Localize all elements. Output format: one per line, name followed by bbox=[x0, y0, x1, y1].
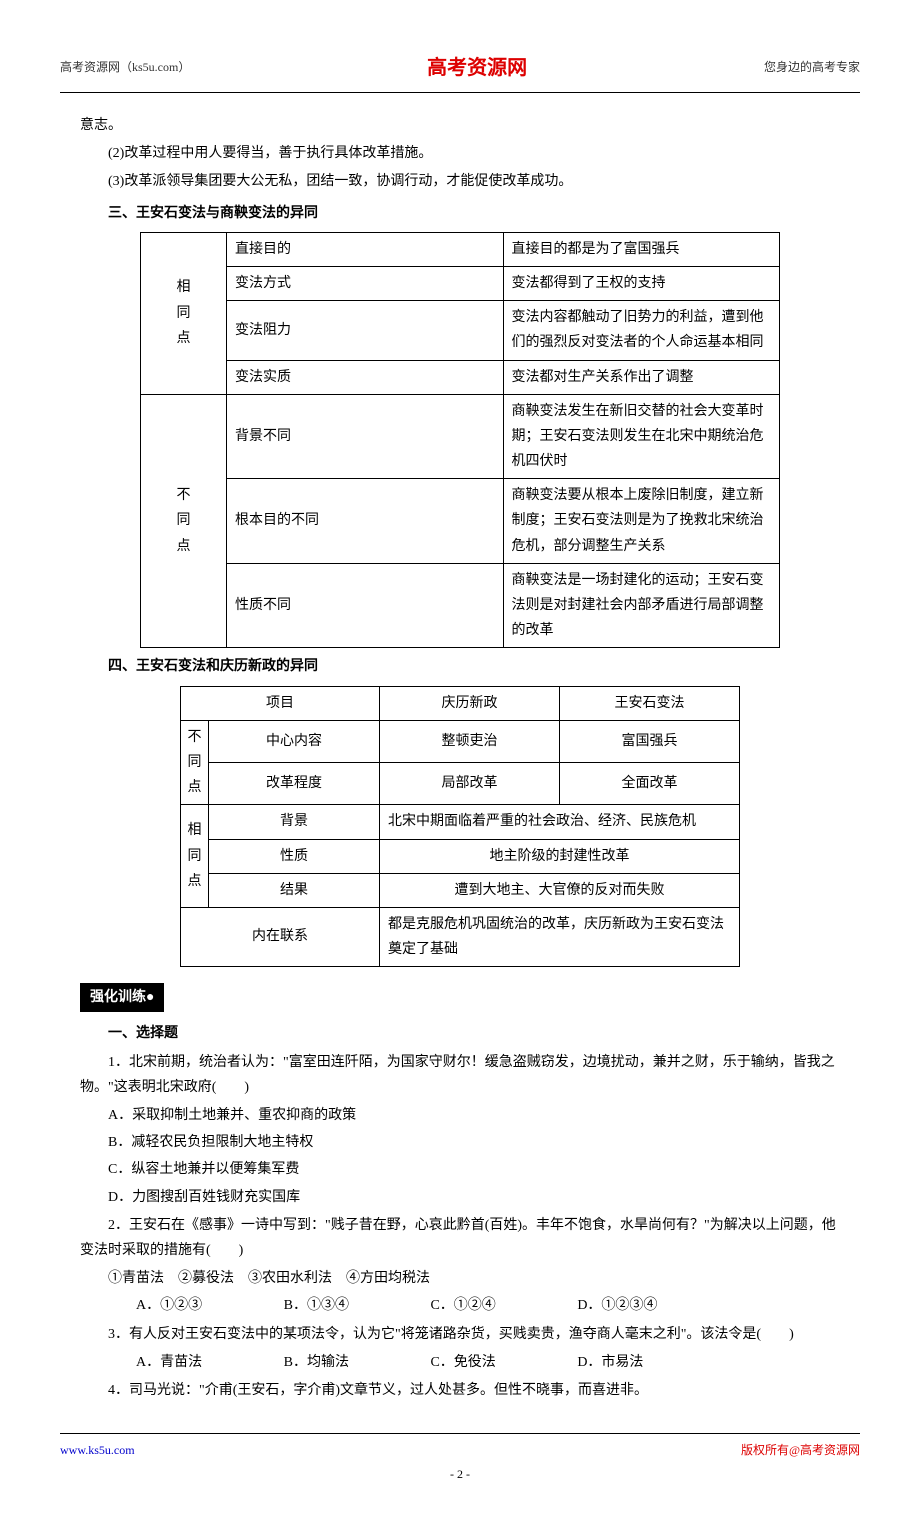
t1-r1-content: 直接目的都是为了富国强兵 bbox=[503, 232, 780, 266]
t1-r6-item: 根本目的不同 bbox=[227, 479, 503, 564]
q1-stem: 1．北宋前期，统治者认为："富室田连阡陌，为国家守财尔！缓急盗贼窃发，边境扰动，… bbox=[80, 1050, 840, 1100]
q2-opt-c: C．①②④ bbox=[402, 1293, 495, 1318]
q3-opt-c: C．免役法 bbox=[402, 1350, 495, 1375]
t1-r7-item: 性质不同 bbox=[227, 563, 503, 648]
t1-r7-content: 商鞅变法是一场封建化的运动；王安石变法则是对封建社会内部矛盾进行局部调整的改革 bbox=[503, 563, 780, 648]
practice-banner-wrap: 强化训练● bbox=[80, 973, 840, 1018]
t2-r3-c: 北宋中期面临着严重的社会政治、经济、民族危机 bbox=[380, 805, 740, 839]
t2-hdr-1: 项目 bbox=[181, 686, 380, 720]
document-body: 意志。 (2)改革过程中用人要得当，善于执行具体改革措施。 (3)改革派领导集团… bbox=[60, 113, 860, 1403]
t2-r4-c: 地主阶级的封建性改革 bbox=[380, 839, 740, 873]
t1-r5-item: 背景不同 bbox=[227, 394, 503, 479]
q2-opts-line: ①青苗法 ②募役法 ③农田水利法 ④方田均税法 bbox=[80, 1266, 840, 1291]
header-title: 高考资源网 bbox=[427, 50, 527, 86]
t2-r3-item: 背景 bbox=[209, 805, 380, 839]
page-number: - 2 - bbox=[60, 1464, 860, 1486]
t2-hdr-3: 王安石变法 bbox=[560, 686, 740, 720]
q2-stem: 2．王安石在《感事》一诗中写到："贱子昔在野，心哀此黔首(百姓)。丰年不饱食，水… bbox=[80, 1213, 840, 1263]
t2-r6-c: 都是克服危机巩固统治的改革，庆历新政为王安石变法奠定了基础 bbox=[380, 907, 740, 966]
t1-r2-item: 变法方式 bbox=[227, 266, 503, 300]
footer-copyright: 版权所有@高考资源网 bbox=[741, 1440, 860, 1462]
t1-r4-item: 变法实质 bbox=[227, 360, 503, 394]
intro-line-2: (3)改革派领导集团要大公无私，团结一致，协调行动，才能促使改革成功。 bbox=[80, 169, 840, 194]
q1-opt-b: B．减轻农民负担限制大地主特权 bbox=[80, 1130, 840, 1155]
comparison-table-1: 相同点 直接目的 直接目的都是为了富国强兵 变法方式 变法都得到了王权的支持 变… bbox=[140, 232, 780, 649]
q3-opt-d: D．市易法 bbox=[549, 1350, 643, 1375]
t2-r2-b: 全面改革 bbox=[560, 763, 740, 805]
t2-r4-item: 性质 bbox=[209, 839, 380, 873]
t2-r1-b: 富国强兵 bbox=[560, 720, 740, 762]
q1-opt-d: D．力图搜刮百姓钱财充实国库 bbox=[80, 1185, 840, 1210]
t1-r3-item: 变法阻力 bbox=[227, 301, 503, 360]
intro-line-0: 意志。 bbox=[80, 113, 840, 138]
q3-opt-a: A．青苗法 bbox=[108, 1350, 202, 1375]
section-4-title: 四、王安石变法和庆历新政的异同 bbox=[80, 654, 840, 679]
footer-url: www.ks5u.com bbox=[60, 1440, 135, 1462]
t1-r1-item: 直接目的 bbox=[227, 232, 503, 266]
t1-group-same: 相同点 bbox=[141, 232, 227, 394]
section-3-title: 三、王安石变法与商鞅变法的异同 bbox=[80, 201, 840, 226]
t1-r5-content: 商鞅变法发生在新旧交替的社会大变革时期；王安石变法则发生在北宋中期统治危机四伏时 bbox=[503, 394, 780, 479]
header-left: 高考资源网（ks5u.com） bbox=[60, 57, 190, 79]
q2-choices: A．①②③ B．①③④ C．①②④ D．①②③④ bbox=[80, 1293, 840, 1318]
page-footer: www.ks5u.com 版权所有@高考资源网 bbox=[60, 1433, 860, 1462]
t2-hdr-2: 庆历新政 bbox=[380, 686, 560, 720]
t2-r5-c: 遭到大地主、大官僚的反对而失败 bbox=[380, 873, 740, 907]
q2-opt-b: B．①③④ bbox=[256, 1293, 349, 1318]
t2-r2-item: 改革程度 bbox=[209, 763, 380, 805]
t2-r1-item: 中心内容 bbox=[209, 720, 380, 762]
t2-diff-label: 不同点 bbox=[181, 720, 209, 805]
t1-r2-content: 变法都得到了王权的支持 bbox=[503, 266, 780, 300]
comparison-table-2: 项目 庆历新政 王安石变法 不同点 中心内容 整顿吏治 富国强兵 改革程度 局部… bbox=[180, 686, 740, 968]
practice-banner: 强化训练● bbox=[80, 983, 164, 1012]
t1-r6-content: 商鞅变法要从根本上废除旧制度，建立新制度；王安石变法则是为了挽救北宋统治危机，部… bbox=[503, 479, 780, 564]
t2-r2-a: 局部改革 bbox=[380, 763, 560, 805]
t1-r3-content: 变法内容都触动了旧势力的利益，遭到他们的强烈反对变法者的个人命运基本相同 bbox=[503, 301, 780, 360]
practice-section-title: 一、选择题 bbox=[80, 1021, 840, 1046]
q3-stem: 3．有人反对王安石变法中的某项法令，认为它"将笼诸路杂货，买贱卖贵，渔夺商人毫末… bbox=[80, 1322, 840, 1347]
t2-r5-item: 结果 bbox=[209, 873, 380, 907]
q1-opt-a: A．采取抑制土地兼并、重农抑商的政策 bbox=[80, 1103, 840, 1128]
q3-opt-b: B．均输法 bbox=[256, 1350, 349, 1375]
t2-r1-a: 整顿吏治 bbox=[380, 720, 560, 762]
header-right: 您身边的高考专家 bbox=[764, 57, 860, 79]
q2-opt-a: A．①②③ bbox=[108, 1293, 202, 1318]
q2-opt-d: D．①②③④ bbox=[549, 1293, 657, 1318]
intro-line-1: (2)改革过程中用人要得当，善于执行具体改革措施。 bbox=[80, 141, 840, 166]
q4-stem: 4．司马光说："介甫(王安石，字介甫)文章节义，过人处甚多。但性不晓事，而喜进非… bbox=[80, 1378, 840, 1403]
q1-opt-c: C．纵容土地兼并以便筹集军费 bbox=[80, 1157, 840, 1182]
t2-r6-item: 内在联系 bbox=[181, 907, 380, 966]
q3-choices: A．青苗法 B．均输法 C．免役法 D．市易法 bbox=[80, 1350, 840, 1375]
t1-group-diff: 不同点 bbox=[141, 394, 227, 648]
t1-r4-content: 变法都对生产关系作出了调整 bbox=[503, 360, 780, 394]
t2-same-label: 相同点 bbox=[181, 805, 209, 908]
page-header: 高考资源网（ks5u.com） 高考资源网 您身边的高考专家 bbox=[60, 50, 860, 93]
